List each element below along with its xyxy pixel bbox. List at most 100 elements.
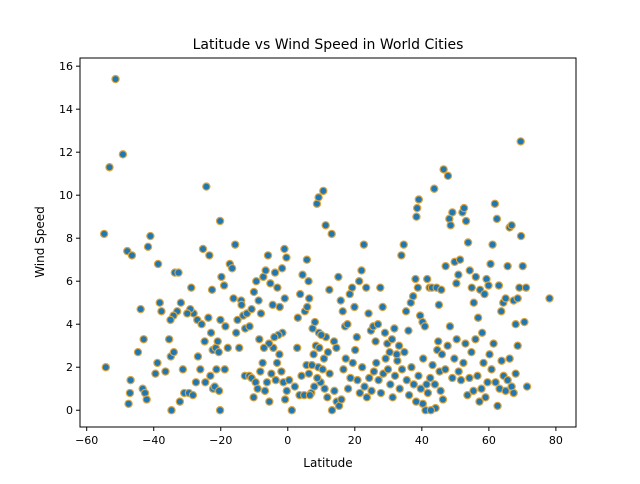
scatter-point <box>266 279 275 288</box>
scatter-point <box>430 380 440 389</box>
scatter-point <box>157 307 166 316</box>
scatter-point <box>509 388 518 398</box>
scatter-point <box>422 380 431 389</box>
scatter-point <box>320 384 329 393</box>
scatter-point <box>212 365 221 374</box>
scatter-point <box>430 184 439 193</box>
scatter-point <box>237 300 246 310</box>
scatter-point <box>261 266 270 275</box>
scatter-point <box>477 328 487 338</box>
scatter-point <box>318 365 327 374</box>
x-tick-label: 20 <box>348 434 362 447</box>
x-tick-label: −60 <box>75 434 98 447</box>
chart-title: Latitude vs Wind Speed in World Cities <box>193 37 464 53</box>
scatter-point <box>338 307 347 316</box>
scatter-point <box>231 328 241 338</box>
scatter-point <box>99 229 109 239</box>
scatter-point <box>317 330 326 340</box>
scatter-point <box>513 341 522 350</box>
scatter-point <box>434 300 444 310</box>
scatter-point <box>339 365 348 374</box>
scatter-point <box>505 354 514 363</box>
scatter-point <box>378 302 387 312</box>
scatter-point <box>411 274 420 284</box>
scatter-point <box>436 386 445 396</box>
scatter-point <box>511 320 520 329</box>
scatter-point <box>124 399 133 408</box>
x-tick-label: 80 <box>549 434 563 447</box>
scatter-point <box>426 373 435 383</box>
scatter-point <box>337 395 346 404</box>
scatter-point <box>176 298 186 307</box>
scatter-point <box>263 251 273 260</box>
scatter-point <box>325 285 334 295</box>
scatter-point <box>355 388 365 398</box>
scatter-point <box>221 322 230 331</box>
scatter-point <box>219 281 229 290</box>
scatter-point <box>376 283 385 292</box>
scatter-point <box>494 281 504 290</box>
scatter-point <box>343 384 353 393</box>
scatter-point <box>372 358 381 368</box>
x-tick-label: 0 <box>284 434 291 447</box>
scatter-point <box>267 369 276 378</box>
scatter-point <box>347 283 357 292</box>
scatter-point <box>383 365 393 374</box>
scatter-point <box>437 350 447 359</box>
scatter-point <box>229 294 238 303</box>
scatter-point <box>111 74 120 84</box>
scatter-point <box>346 373 355 383</box>
scatter-point <box>136 304 145 314</box>
scatter-point <box>399 240 408 249</box>
scatter-point <box>271 375 280 385</box>
scatter-point <box>256 309 266 318</box>
scatter-point <box>319 186 328 196</box>
scatter-point <box>400 347 409 357</box>
scatter-point <box>206 371 215 381</box>
scatter-point <box>249 287 259 297</box>
scatter-point <box>304 277 313 286</box>
scatter-point <box>418 399 428 408</box>
scatter-point <box>479 358 488 368</box>
scatter-point <box>511 369 520 378</box>
scatter-point <box>507 221 516 230</box>
y-tick-label: 2 <box>66 361 73 374</box>
scatter-point <box>412 212 421 221</box>
scatter-point <box>118 150 128 159</box>
scatter-point <box>277 367 286 376</box>
scatter-point <box>413 283 423 292</box>
scatter-point <box>272 358 282 368</box>
y-axis-label: Wind Speed <box>33 206 47 278</box>
scatter-point <box>204 313 213 322</box>
scatter-point <box>516 137 525 146</box>
scatter-point <box>280 395 290 404</box>
scatter-point <box>309 350 318 359</box>
scatter-point <box>321 221 330 230</box>
scatter-point <box>298 270 307 279</box>
scatter-point <box>125 388 135 398</box>
scatter-point <box>454 367 463 376</box>
scatter-point <box>282 386 291 396</box>
plot-frame <box>79 57 577 428</box>
scatter-point <box>394 341 404 350</box>
scatter-point <box>467 283 476 292</box>
scatter-point <box>151 369 160 378</box>
scatter-point <box>367 386 376 396</box>
scatter-point <box>374 375 383 385</box>
scatter-point <box>142 395 151 404</box>
scatter-point <box>513 294 522 303</box>
scatter-point <box>315 343 324 353</box>
scatter-point <box>350 345 360 355</box>
scatter-point <box>227 264 237 273</box>
points-layer <box>99 74 554 415</box>
scatter-point <box>275 302 284 312</box>
scatter-point <box>459 358 468 368</box>
scatter-point <box>206 328 216 338</box>
scatter-point <box>489 339 498 348</box>
scatter-point <box>522 382 532 391</box>
scatter-point <box>220 365 229 374</box>
scatter-point <box>213 337 222 346</box>
scatter-point <box>465 266 474 275</box>
scatter-point <box>215 406 225 415</box>
scatter-point <box>280 294 289 303</box>
